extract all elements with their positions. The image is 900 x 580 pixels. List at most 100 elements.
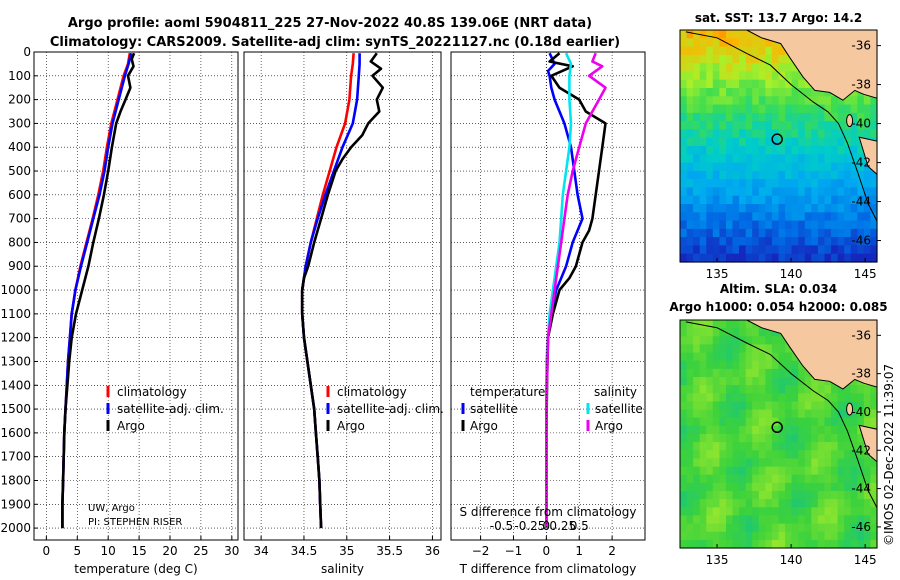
map-cell	[745, 515, 753, 525]
map-cell	[863, 129, 872, 139]
map-cell	[844, 458, 852, 468]
map-cell	[712, 46, 720, 56]
map-cell	[804, 474, 812, 484]
tick-label-y: 1800	[0, 473, 31, 487]
tick-label-y: 1100	[0, 307, 31, 321]
map-cell	[778, 220, 786, 230]
tick-label-y: 500	[8, 164, 31, 178]
map-cell	[699, 112, 707, 122]
map-cell	[831, 204, 839, 213]
map-cell	[837, 204, 845, 213]
map-cell	[771, 154, 780, 164]
map-cell	[824, 385, 832, 394]
series-salinity-argo	[545, 52, 607, 529]
map-cell	[719, 220, 727, 230]
map-cell	[680, 336, 688, 345]
map-cell	[837, 96, 845, 106]
map-cell	[831, 170, 839, 180]
map-cell	[798, 442, 806, 451]
map-cell	[824, 409, 832, 419]
map-tick-label-y: -42	[851, 443, 871, 457]
map-cell	[739, 377, 747, 386]
map-cell	[863, 401, 872, 411]
map-cell	[699, 328, 707, 337]
map-cell	[693, 434, 701, 443]
map-cell	[798, 112, 806, 122]
map-cell	[732, 328, 740, 337]
map-cell	[752, 368, 760, 378]
map-cell	[739, 88, 747, 97]
map-cell	[680, 393, 688, 402]
map-cell	[771, 491, 780, 500]
map-cell	[699, 104, 707, 114]
map-cell	[706, 112, 714, 122]
map-cell	[844, 104, 852, 114]
map-cell	[686, 170, 694, 180]
map-cell	[791, 96, 799, 106]
map-cell	[758, 385, 766, 394]
map-cell	[850, 523, 858, 533]
map-cell	[857, 237, 865, 246]
map-cell	[811, 515, 819, 525]
map-cell	[739, 515, 747, 525]
map-cell	[857, 385, 865, 394]
map-cell	[771, 523, 780, 533]
map-cell	[850, 458, 858, 468]
map-cell	[758, 79, 766, 89]
map-cell	[706, 228, 714, 238]
map-cell	[758, 54, 766, 64]
map-cell	[765, 466, 773, 476]
map-cell	[699, 220, 707, 230]
map-cell	[804, 204, 812, 213]
map-cell	[739, 137, 747, 147]
map-cell	[785, 220, 793, 230]
map-cell	[739, 482, 747, 492]
map-cell	[686, 368, 694, 378]
map-cell	[726, 179, 734, 188]
map-cell	[817, 482, 826, 492]
map-cell	[791, 187, 799, 197]
map-cell	[778, 393, 786, 402]
map-cell	[758, 425, 766, 435]
axis-label-x: temperature (deg C)	[74, 562, 197, 576]
map-cell	[752, 401, 760, 411]
map-cell	[831, 129, 839, 139]
map-cell	[850, 187, 858, 197]
map-cell	[824, 491, 832, 500]
map-cell	[771, 63, 780, 72]
tick-label-x: 0	[543, 544, 551, 558]
map-cell	[844, 499, 852, 508]
map-cell	[719, 450, 727, 459]
map-cell	[752, 515, 760, 525]
map-cell	[798, 409, 806, 419]
map-cell	[712, 344, 720, 354]
map-cell	[765, 79, 773, 89]
map-cell	[686, 162, 694, 172]
map-cell	[804, 220, 812, 230]
map-cell	[686, 38, 694, 48]
map-cell	[778, 129, 786, 139]
map-cell	[771, 425, 780, 435]
map-cell	[726, 112, 734, 122]
map-cell	[798, 212, 806, 222]
map-cell	[686, 474, 694, 484]
map-cell	[739, 491, 747, 500]
map-cell	[765, 458, 773, 468]
map-cell	[824, 442, 832, 451]
map-cell	[706, 458, 714, 468]
map-cell	[785, 385, 793, 394]
map-cell	[791, 112, 799, 122]
map-cell	[798, 179, 806, 188]
map-cell	[699, 204, 707, 213]
map-cell	[712, 507, 720, 516]
map-title: Altim. SLA: 0.034	[720, 282, 837, 296]
tick-label-x: 15	[131, 544, 146, 558]
map-cell	[824, 179, 832, 188]
map-cell	[699, 401, 707, 411]
map-cell	[752, 220, 760, 230]
legend-label-climatology: climatology	[117, 385, 187, 399]
map-cell	[732, 515, 740, 525]
map-cell	[850, 154, 858, 164]
map-cell	[771, 377, 780, 386]
map-cell	[785, 434, 793, 443]
